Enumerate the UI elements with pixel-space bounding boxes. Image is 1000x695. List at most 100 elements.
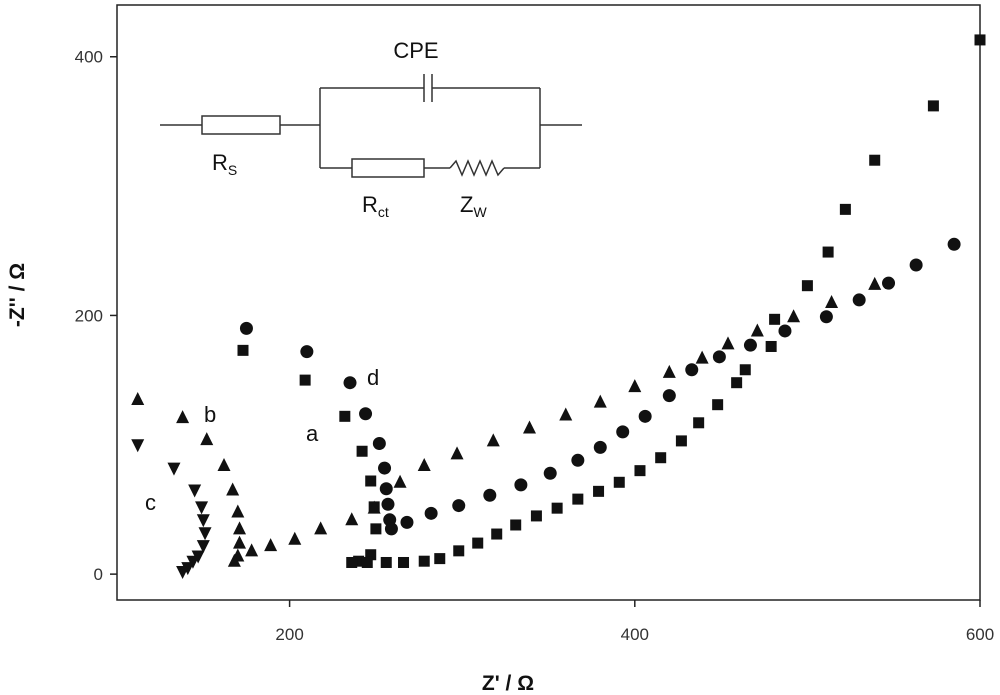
- data-point-a-4: [365, 475, 377, 487]
- warburg-element-icon: [449, 159, 505, 177]
- rct-label: Rct: [362, 192, 389, 220]
- data-point-b-18: [450, 446, 464, 460]
- data-point-a-27: [693, 417, 705, 429]
- data-point-a-32: [769, 313, 781, 325]
- data-point-a-14: [434, 553, 446, 565]
- data-point-b-20: [523, 420, 537, 434]
- data-point-d-4: [372, 436, 386, 450]
- data-point-b-25: [695, 350, 709, 364]
- cpe-label: CPE: [393, 38, 438, 63]
- data-point-b-28: [787, 309, 801, 323]
- data-point-b-6: [233, 521, 247, 535]
- data-point-d-22: [712, 350, 726, 364]
- data-point-d-5: [378, 461, 392, 475]
- data-point-a-2: [339, 410, 351, 422]
- x-tick-label-600: 600: [966, 625, 994, 644]
- y-tick-label-200: 200: [75, 306, 103, 325]
- zw-label: ZW: [460, 192, 487, 220]
- data-point-b-11: [264, 538, 278, 552]
- data-point-a-24: [634, 465, 646, 477]
- data-point-b-26: [721, 336, 735, 350]
- data-point-c-0: [131, 439, 145, 453]
- data-point-b-1: [176, 410, 190, 424]
- data-point-c-1: [167, 462, 181, 476]
- data-point-a-1: [299, 374, 311, 386]
- data-point-b-21: [559, 407, 573, 421]
- data-point-a-12: [398, 556, 410, 568]
- rs-label: RS: [212, 150, 237, 178]
- data-point-b-24: [662, 364, 676, 378]
- data-point-d-13: [483, 488, 497, 502]
- data-point-b-17: [417, 457, 431, 471]
- y-tick-label-0: 0: [94, 565, 103, 584]
- data-point-b-15: [367, 500, 381, 514]
- data-point-b-23: [628, 379, 642, 393]
- data-point-a-7: [365, 549, 377, 561]
- data-point-a-30: [739, 364, 751, 376]
- data-point-d-14: [514, 478, 528, 492]
- data-point-a-8: [353, 555, 365, 567]
- data-point-c-3: [195, 501, 209, 515]
- data-point-d-23: [743, 338, 757, 352]
- data-point-d-15: [543, 466, 557, 480]
- data-point-a-9: [346, 556, 358, 568]
- data-point-a-3: [356, 445, 368, 457]
- series-label-d: d: [367, 365, 379, 390]
- y-axis-title: -Z'' / Ω: [6, 263, 29, 327]
- data-point-d-18: [616, 425, 630, 439]
- data-point-d-1: [300, 345, 314, 359]
- data-point-a-10: [361, 556, 373, 568]
- data-point-a-20: [551, 502, 563, 514]
- data-point-c-5: [198, 527, 212, 541]
- data-point-b-4: [226, 482, 240, 496]
- data-point-d-10: [400, 515, 414, 529]
- data-point-d-12: [452, 499, 466, 513]
- data-point-b-12: [288, 531, 302, 545]
- data-point-a-38: [974, 34, 986, 46]
- data-point-a-28: [712, 399, 724, 411]
- data-point-d-7: [381, 497, 395, 511]
- data-point-d-16: [571, 453, 585, 467]
- data-point-a-33: [801, 280, 813, 292]
- data-point-d-2: [343, 376, 357, 390]
- data-point-b-19: [486, 433, 500, 447]
- data-point-d-27: [882, 276, 896, 290]
- data-point-d-28: [909, 258, 923, 272]
- data-point-d-20: [662, 389, 676, 403]
- data-point-a-13: [418, 555, 430, 567]
- rct-resistor-icon: [351, 158, 425, 178]
- data-point-b-14: [345, 512, 359, 526]
- data-point-d-29: [947, 237, 961, 251]
- series-label-a: a: [306, 421, 319, 446]
- data-point-d-17: [593, 440, 607, 454]
- data-point-d-21: [685, 363, 699, 377]
- data-point-a-18: [510, 519, 522, 531]
- data-point-d-9: [384, 522, 398, 536]
- data-point-b-0: [131, 392, 145, 406]
- data-point-a-6: [370, 523, 382, 535]
- data-point-a-17: [491, 528, 503, 540]
- data-point-b-10: [245, 543, 259, 557]
- data-point-b-2: [200, 432, 214, 446]
- data-point-c-2: [188, 484, 202, 498]
- data-point-d-6: [379, 482, 393, 496]
- data-point-b-30: [868, 276, 882, 290]
- data-point-d-26: [852, 293, 866, 307]
- x-tick-label-400: 400: [621, 625, 649, 644]
- data-point-a-0: [237, 344, 249, 356]
- plot-frame: [116, 4, 981, 601]
- data-point-a-15: [453, 545, 465, 557]
- x-axis-title: Z' / Ω: [482, 672, 534, 695]
- data-point-a-35: [839, 203, 851, 215]
- data-point-d-3: [359, 407, 373, 421]
- data-point-b-16: [393, 474, 407, 488]
- data-point-a-37: [927, 100, 939, 112]
- rs-resistor-icon: [201, 115, 281, 135]
- data-point-d-24: [778, 324, 792, 338]
- data-point-b-29: [825, 295, 839, 308]
- data-point-b-7: [233, 535, 247, 549]
- data-point-a-31: [765, 340, 777, 352]
- y-tick-label-400: 400: [75, 48, 103, 67]
- data-point-a-19: [530, 510, 542, 522]
